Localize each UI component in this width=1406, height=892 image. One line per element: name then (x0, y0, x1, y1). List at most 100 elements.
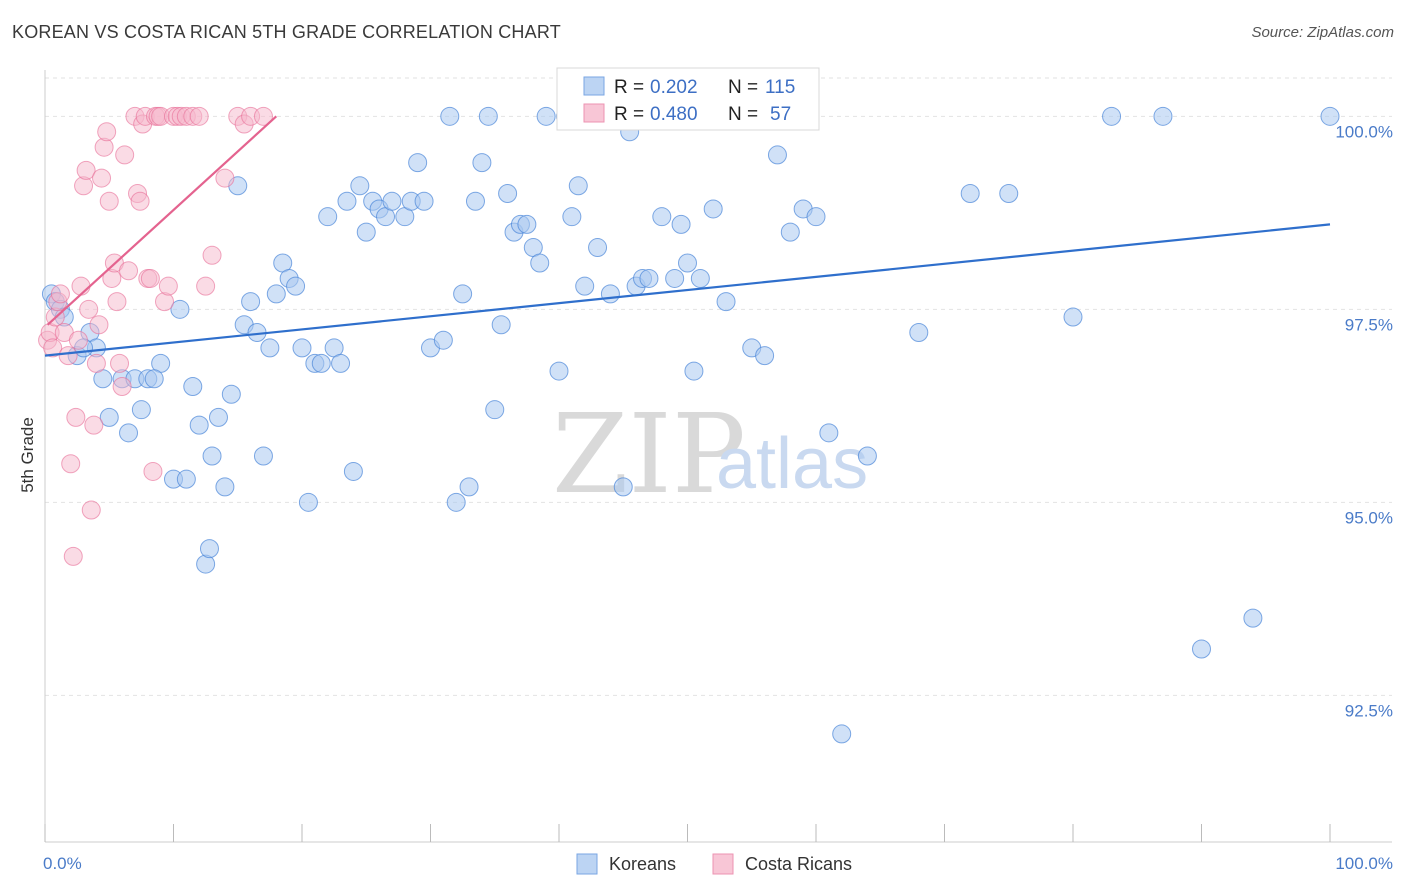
costa-rican-point (112, 377, 132, 397)
costa-rican-point (79, 299, 99, 319)
korean-point (202, 446, 222, 466)
korean-point (318, 207, 338, 227)
korean-point (832, 724, 852, 744)
costa-rican-point (115, 145, 135, 165)
costa-rican-point (99, 191, 119, 211)
costa-rican-point (50, 284, 70, 304)
stats-r-label-costa-ricans: R = (614, 104, 644, 125)
korean-point (215, 477, 235, 497)
korean-point (600, 284, 620, 304)
costa-rican-point (189, 106, 209, 126)
korean-point (266, 284, 286, 304)
legend-label-costa-ricans: Costa Ricans (745, 854, 852, 874)
korean-point (221, 384, 241, 404)
korean-point (170, 299, 190, 319)
costa-rican-point (76, 160, 96, 180)
costa-rican-point (202, 245, 222, 265)
korean-point (408, 153, 428, 173)
korean-point (1320, 106, 1340, 126)
costa-rican-point (68, 330, 88, 350)
grid-lines (45, 77, 1392, 696)
korean-point (517, 214, 537, 234)
korean-point (459, 477, 479, 497)
costa-rican-point (58, 346, 78, 366)
korean-point (575, 276, 595, 296)
axes (44, 70, 1392, 843)
costa-rican-point (107, 292, 127, 312)
korean-point (446, 492, 466, 512)
korean-point (665, 268, 685, 288)
y-tick-label: 97.5% (1345, 315, 1393, 334)
korean-point (131, 400, 151, 420)
korean-point (716, 292, 736, 312)
korean-point (498, 184, 518, 204)
korean-point (857, 446, 877, 466)
series-koreans-points (41, 106, 1340, 744)
korean-point (311, 353, 331, 373)
costa-rican-point (143, 461, 163, 481)
korean-point (780, 222, 800, 242)
korean-point (819, 423, 839, 443)
watermark: ZIP atlas (552, 390, 868, 518)
korean-point (755, 346, 775, 366)
costa-rican-point (86, 353, 106, 373)
x-tick-label-max: 100.0% (1335, 854, 1393, 873)
y-axis-label: 5th Grade (18, 417, 37, 493)
chart-title: KOREAN VS COSTA RICAN 5TH GRADE CORRELAT… (12, 22, 561, 42)
costa-rican-point (215, 168, 235, 188)
chart-source: Source: ZipAtlas.com (1251, 24, 1394, 41)
korean-point (292, 338, 312, 358)
korean-point (414, 191, 434, 211)
korean-point (530, 253, 550, 273)
korean-point (1243, 608, 1263, 628)
korean-point (253, 446, 273, 466)
korean-point (331, 353, 351, 373)
legend-label-koreans: Koreans (609, 854, 676, 874)
korean-point (99, 407, 119, 427)
korean-point (382, 191, 402, 211)
stats-r-value-koreans: 0.202 (650, 77, 698, 98)
korean-point (119, 423, 139, 443)
costa-rican-point (110, 353, 130, 373)
korean-point (678, 253, 697, 273)
y-tick-label: 92.5% (1345, 701, 1393, 720)
costa-rican-point (43, 338, 63, 358)
korean-point (453, 284, 473, 304)
korean-point (298, 492, 318, 512)
korean-point (343, 461, 363, 481)
korean-point (433, 330, 453, 350)
korean-point (767, 145, 787, 165)
costa-rican-point (81, 500, 101, 520)
costa-rican-point (71, 276, 91, 296)
costa-rican-point (61, 454, 81, 474)
costa-rican-point (97, 122, 117, 142)
stats-n-label-costa-ricans: N = (728, 104, 758, 125)
korean-point (337, 191, 357, 211)
korean-point (639, 268, 659, 288)
trend-line-costa-ricans (46, 115, 278, 326)
costa-rican-point (130, 191, 150, 211)
korean-point (549, 361, 569, 381)
korean-point (703, 199, 723, 219)
korean-point (260, 338, 280, 358)
legend-swatch-koreans (576, 853, 598, 875)
korean-point (241, 292, 261, 312)
korean-point (199, 539, 219, 559)
korean-point (562, 207, 582, 227)
korean-point (350, 176, 370, 196)
trend-lines (44, 115, 1331, 357)
korean-point (568, 176, 588, 196)
x-tick-labels: 0.0% 100.0% (43, 854, 1393, 873)
korean-point (208, 407, 228, 427)
korean-point (613, 477, 633, 497)
korean-point (286, 276, 306, 296)
costa-rican-point (89, 315, 109, 335)
korean-point (472, 153, 492, 173)
korean-point (909, 322, 929, 342)
y-tick-labels: 92.5% 95.0% 97.5% 100.0% (1335, 122, 1393, 720)
korean-point (465, 191, 485, 211)
costa-rican-point (119, 261, 139, 281)
korean-point (684, 361, 704, 381)
korean-point (1192, 639, 1211, 659)
